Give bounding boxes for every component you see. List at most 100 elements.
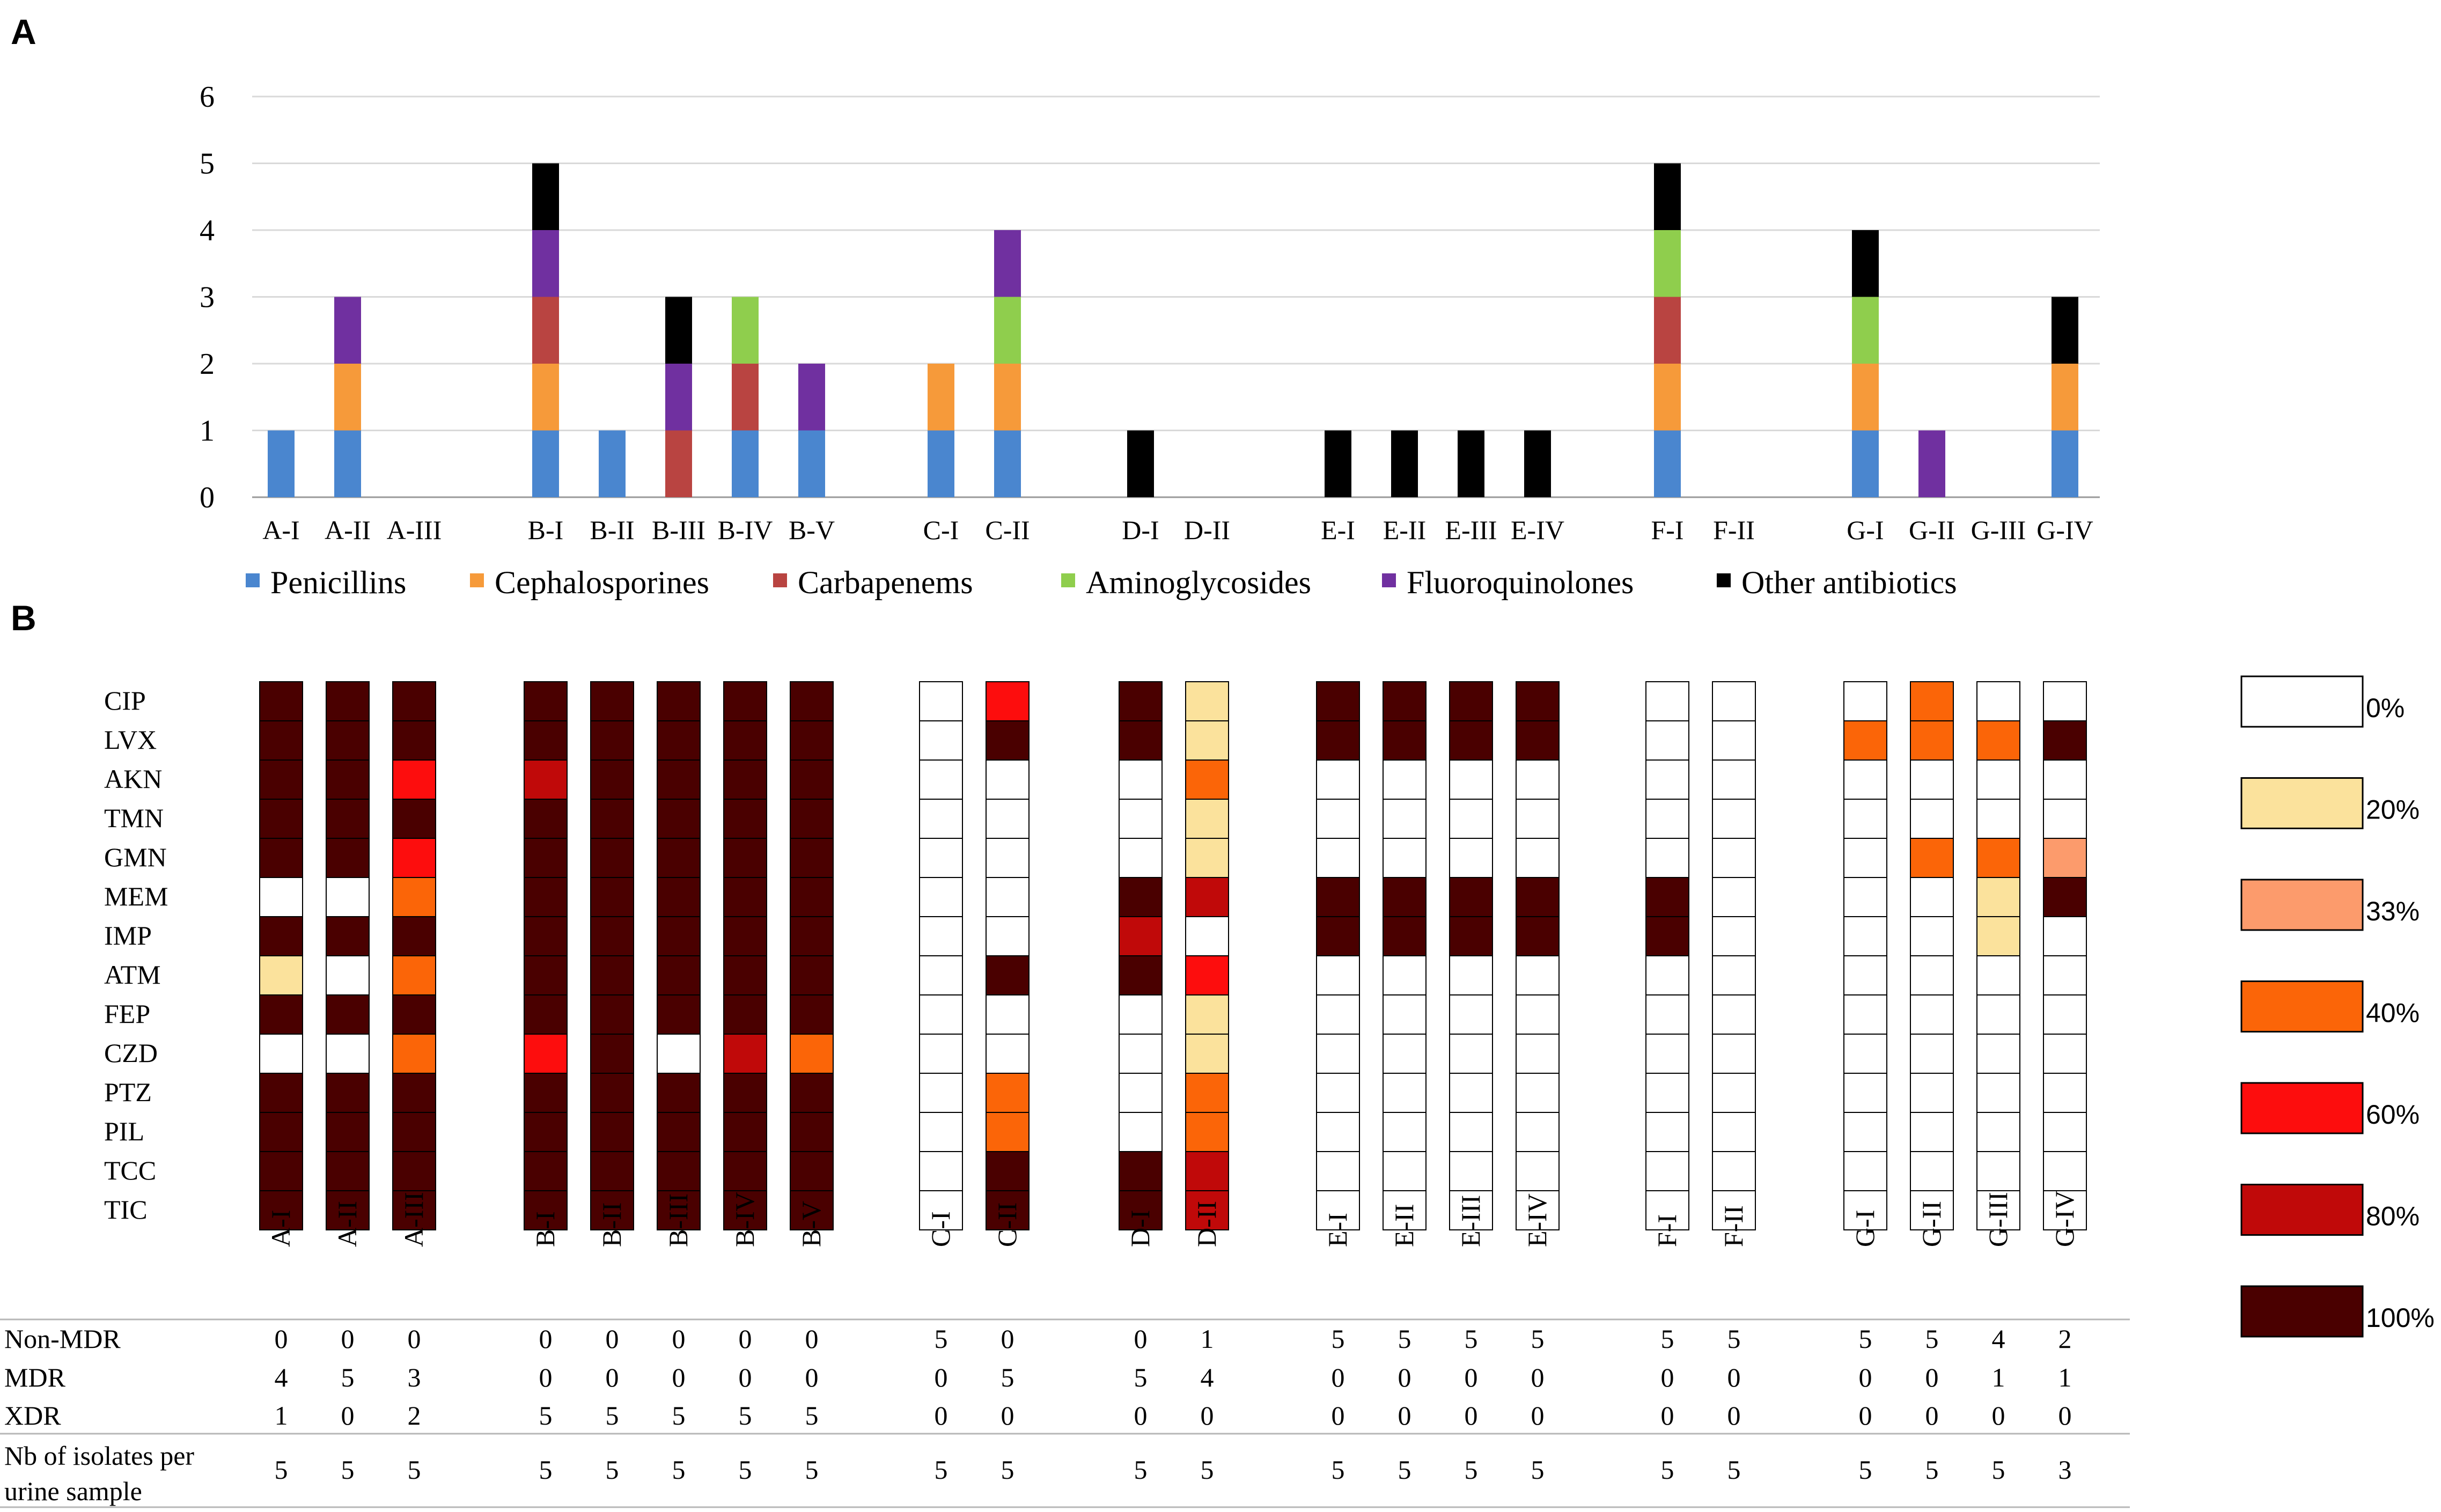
heatmap-cell [1910, 994, 1954, 1035]
heatmap-cell [326, 1190, 370, 1230]
heatmap-cell [392, 1190, 436, 1230]
heatmap-cell [1516, 955, 1560, 995]
heatmap-cell [919, 1073, 963, 1113]
heatmap-cell [986, 955, 1030, 995]
isolate-table: Non-MDR MDR XDR Nb of isolates per urine sam… [0, 1318, 2130, 1508]
heatmap-cell [524, 720, 568, 761]
heatmap-cell [2043, 1151, 2087, 1191]
table-cell: 0 [606, 1362, 619, 1392]
heatmap-cell [1516, 838, 1560, 878]
heatmap-cell [1712, 1151, 1756, 1191]
bar-segment [798, 364, 825, 431]
heatmap-cell [723, 720, 767, 761]
heatmap-cell [1976, 681, 2020, 721]
heatmap-cell [1843, 838, 1887, 878]
heatmap-cell [986, 1151, 1030, 1191]
heatmap-cell [986, 916, 1030, 956]
x-tick-label: E-I [1321, 515, 1355, 545]
table-cell: 1 [1992, 1362, 2005, 1392]
table-cell: 3 [408, 1362, 421, 1392]
heatmap-row-label: TCC [104, 1155, 156, 1185]
bar-segment [1524, 430, 1551, 497]
heatmap-column-label: F-I [1652, 1214, 1682, 1247]
heatmap-cell [657, 799, 701, 839]
heatmap-cell [259, 720, 303, 761]
heatmap-cell [986, 720, 1030, 761]
heatmap-cell [1516, 916, 1560, 956]
heatmap-cell [1119, 1034, 1163, 1074]
bar-segment [928, 364, 954, 431]
table-row-label: Nb of isolates per [4, 1441, 194, 1471]
bar-segment [798, 430, 825, 497]
heatmap-cell [723, 1112, 767, 1152]
table-cell: 5 [341, 1455, 355, 1485]
heatmap-cell [259, 1112, 303, 1152]
heatmap-cell [657, 1151, 701, 1191]
heatmap-cell [1119, 955, 1163, 995]
table-cell: 0 [1531, 1400, 1545, 1430]
table-rules [0, 1318, 2130, 1508]
table-cell: 0 [1992, 1400, 2005, 1430]
heatmap-cell [326, 1034, 370, 1074]
heatmap-cell [1910, 1112, 1954, 1152]
heatmap-cell [1976, 838, 2020, 878]
heatmap-cell [919, 877, 963, 917]
table-cell: 5 [1465, 1455, 1478, 1485]
heatmap-cell [1976, 877, 2020, 917]
y-tick-label: 1 [200, 415, 215, 448]
table-cell: 2 [408, 1400, 421, 1430]
heatmap-cell [1119, 994, 1163, 1035]
heatmap-cell [1316, 1190, 1360, 1230]
heatmap-cell [2043, 1034, 2087, 1074]
heatmap-cell [2043, 1112, 2087, 1152]
heatmap-cell [1843, 720, 1887, 761]
bar-segment [732, 430, 759, 497]
heatmap-cell [326, 994, 370, 1035]
heatmap-cell [259, 759, 303, 800]
heatmap-cell [1185, 877, 1229, 917]
table-cell: 5 [1859, 1455, 1872, 1485]
heatmap-cell [1316, 955, 1360, 995]
bar-segment [994, 430, 1021, 497]
heatmap-legend-label: 60% [2366, 1100, 2420, 1130]
heatmap-cell [2043, 877, 2087, 917]
heatmap-cell [1119, 759, 1163, 800]
heatmap-cell [1449, 838, 1493, 878]
heatmap-cell [1449, 994, 1493, 1035]
legend-swatch [470, 573, 484, 587]
heatmap-cell [1712, 994, 1756, 1035]
heatmap-cell [1119, 1073, 1163, 1113]
heatmap-cell [1449, 681, 1493, 721]
table-cell: 0 [1727, 1400, 1741, 1430]
heatmap-cell [326, 955, 370, 995]
heatmap-cell [723, 1034, 767, 1074]
heatmap-row-label: MEM [104, 881, 168, 911]
heatmap-cell [1843, 1190, 1887, 1230]
table-cell: 5 [1001, 1455, 1014, 1485]
x-tick-label: D-II [1184, 515, 1230, 545]
heatmap-cell [1976, 1112, 2020, 1152]
bar-segment [532, 297, 559, 364]
y-tick-label: 3 [200, 281, 215, 314]
legend-swatch [246, 573, 260, 587]
table-row-labels: Non-MDR MDR XDR Nb of isolates per urine sam… [4, 1324, 194, 1506]
heatmap-cell [1843, 799, 1887, 839]
table-cell: 5 [1859, 1324, 1872, 1354]
heatmap-cell [1449, 1073, 1493, 1113]
bar-segment [2052, 430, 2078, 497]
table-cell: 0 [341, 1400, 355, 1430]
heatmap-cell [723, 799, 767, 839]
heatmap-cell [326, 720, 370, 761]
heatmap-cell [2043, 1190, 2087, 1230]
heatmap-cell [1712, 877, 1756, 917]
heatmap-cell [326, 1073, 370, 1113]
table-cell: 0 [805, 1324, 819, 1354]
heatmap-cell [919, 1034, 963, 1074]
heatmap-cell [590, 799, 634, 839]
heatmap-cell [524, 994, 568, 1035]
heatmap-cell [986, 877, 1030, 917]
heatmap-cell [723, 877, 767, 917]
heatmap-cell [1119, 1190, 1163, 1230]
heatmap-cell [790, 1073, 834, 1113]
heatmap-cell [919, 994, 963, 1035]
